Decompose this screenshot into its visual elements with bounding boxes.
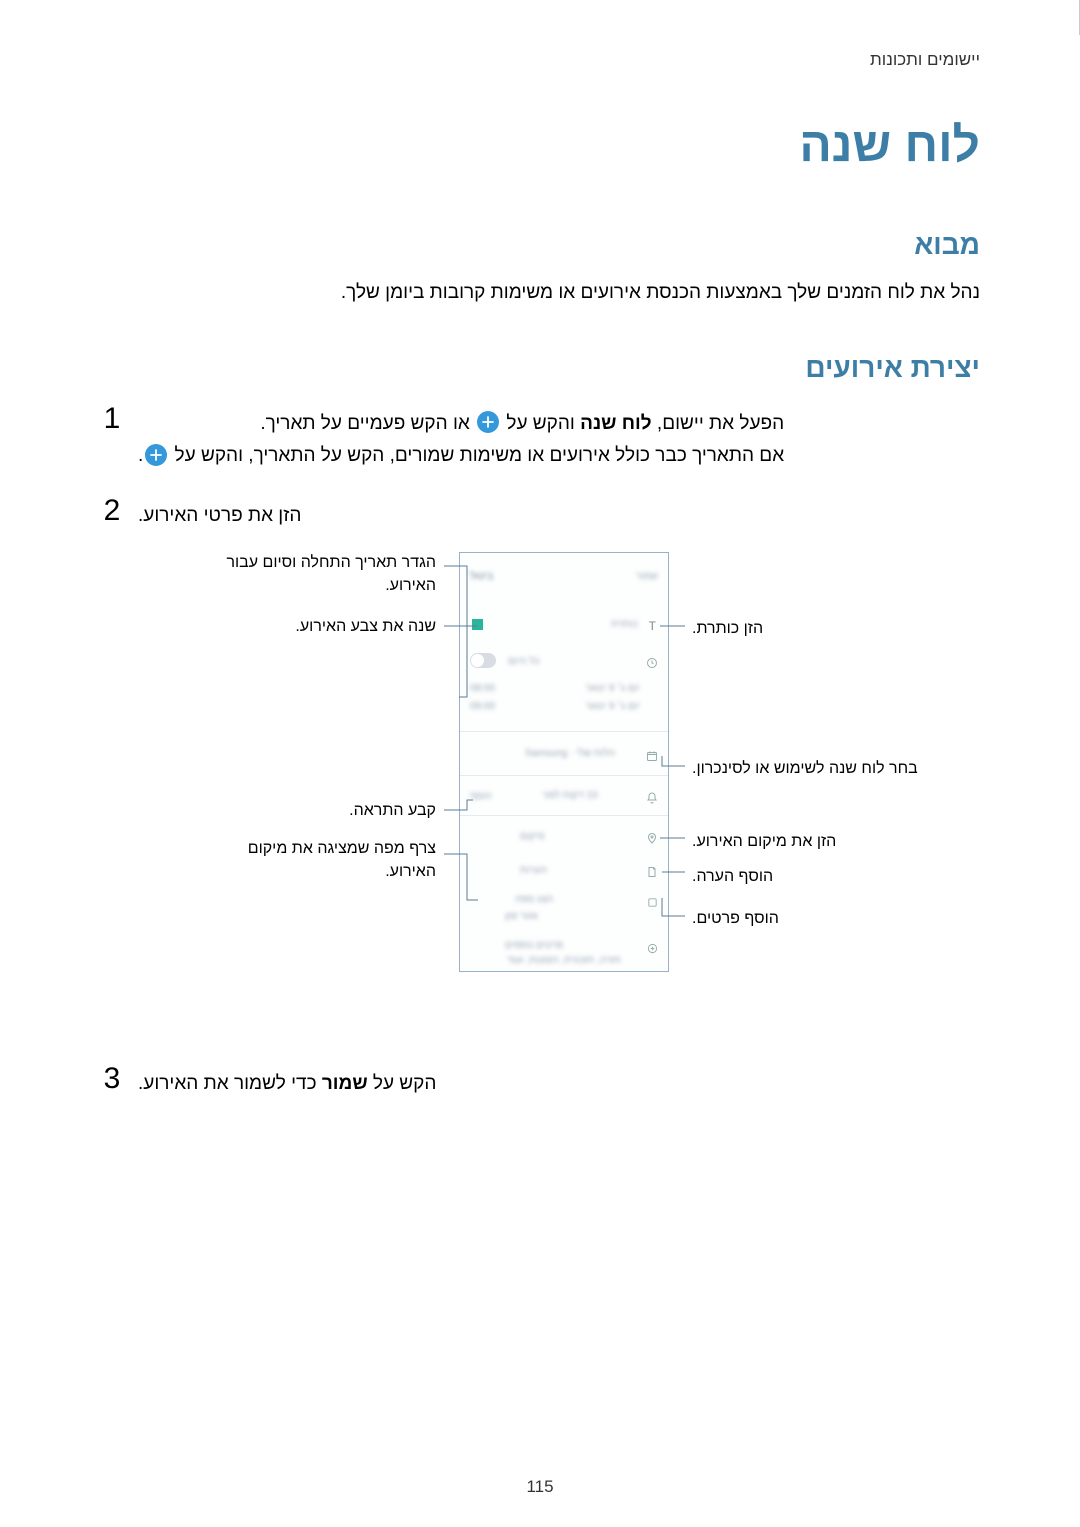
step-body: הפעל את יישום, לוח שנה והקש על או הקש פע… — [138, 402, 784, 473]
callout-map: צרף מפה שמציגה את מיקום האירוע. — [248, 838, 436, 883]
step-number: 3 — [100, 1062, 124, 1094]
step2-text: הזן את פרטי האירוע. — [138, 505, 301, 526]
step3-bold: שמור — [322, 1073, 368, 1094]
step-3: 3 הקש על שמור כדי לשמור את האירוע. — [100, 1062, 980, 1100]
step-number: 1 — [100, 402, 124, 434]
callout-details: הוסף פרטים. — [692, 908, 779, 930]
plus-icon — [145, 444, 167, 466]
callout-dates: הגדר תאריך התחלה וסיום עבור האירוע. — [226, 552, 436, 597]
step-body: הקש על שמור כדי לשמור את האירוע. — [138, 1062, 436, 1100]
intro-text: נהל את לוח הזמנים שלך באמצעות הכנסת אירו… — [100, 279, 980, 308]
breadcrumb: יישומים ותכונות — [100, 50, 980, 70]
callout-note: הוסף הערה. — [692, 866, 773, 888]
step1-line2-a: אם התאריך כבר כולל אירועים או משימות שמו… — [169, 445, 784, 466]
plus-icon — [477, 411, 499, 433]
callout-color: שנה את צבע האירוע. — [295, 616, 436, 638]
step-body: הזן את פרטי האירוע. — [138, 494, 301, 532]
step3-text-a: הקש על — [368, 1073, 437, 1094]
step3-text-b: כדי לשמור את האירוע. — [138, 1073, 322, 1094]
step-2: 2 הזן את פרטי האירוע. — [100, 494, 980, 532]
callout-location: הזן את מיקום האירוע. — [692, 831, 836, 853]
step1-bold: לוח שנה — [580, 413, 652, 434]
callout-calendar: בחר לוח שנה לשימוש או לסינכרון. — [692, 758, 918, 780]
step1-text-b: והקש על — [501, 413, 580, 434]
step-number: 2 — [100, 494, 124, 526]
intro-heading: מבוא — [100, 229, 980, 261]
lead-lines — [100, 542, 980, 1022]
page-title: לוח שנה — [100, 118, 980, 173]
create-heading: יצירת אירועים — [100, 352, 980, 384]
step-1: 1 הפעל את יישום, לוח שנה והקש על או הקש … — [100, 402, 980, 473]
page-number: 115 — [0, 1477, 1080, 1497]
callout-title: הזן כותרת. — [692, 618, 763, 640]
step1-line2-b: . — [138, 445, 143, 466]
callout-alarm: קבע התראה. — [349, 800, 436, 822]
step1-text-c: או הקש פעמיים על תאריך. — [260, 413, 475, 434]
step1-text-a: הפעל את יישום, — [652, 413, 785, 434]
event-form-diagram: ביטול שמור T כותרת כל היום יום ג׳ 9 ינוא… — [100, 542, 980, 1022]
